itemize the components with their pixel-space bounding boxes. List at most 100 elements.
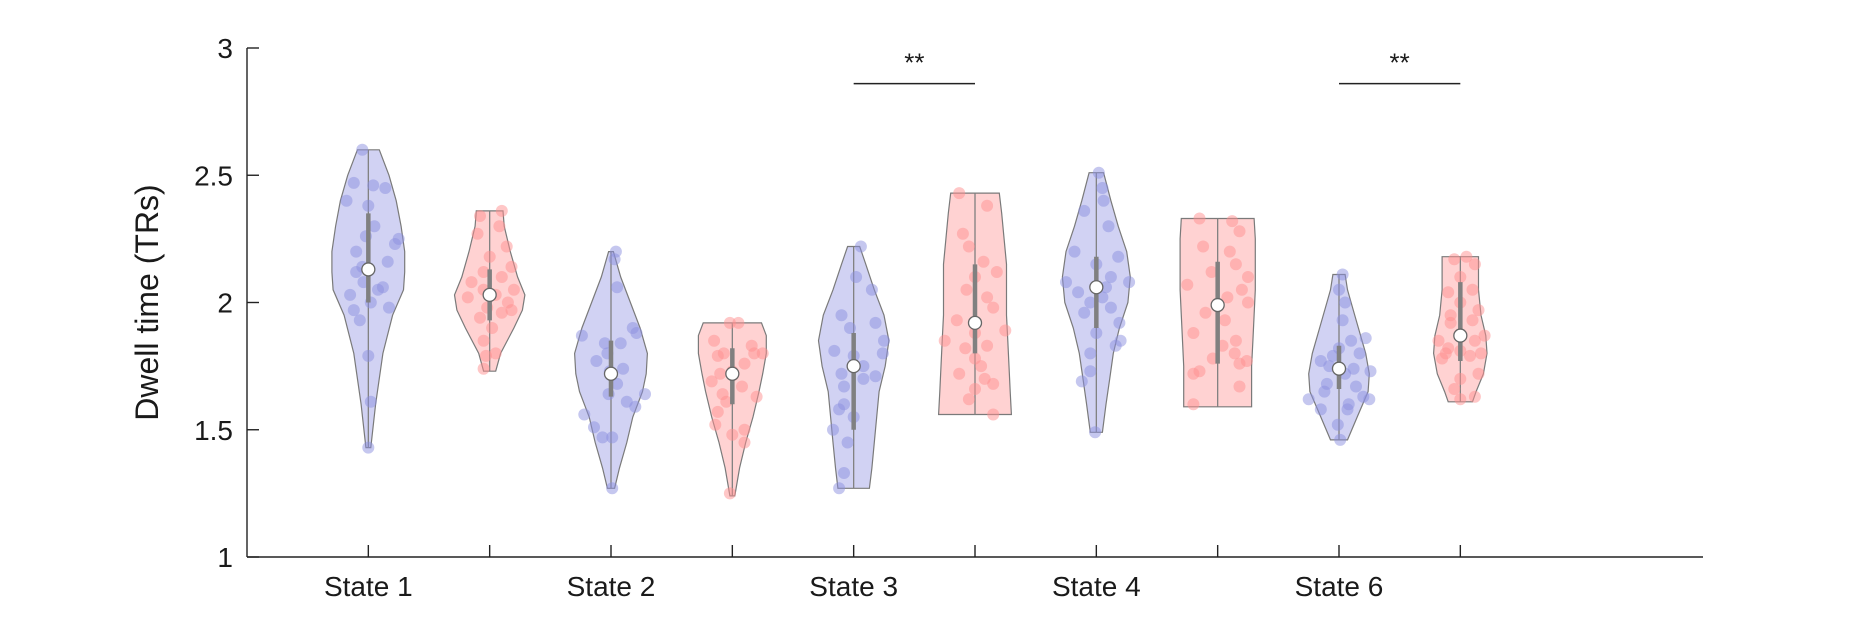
data-point [495,306,508,319]
y-axis-label: Dwell time (TRs) [129,184,165,420]
data-point [1314,403,1327,416]
significance-annotations: ** ** [853,48,1461,85]
data-point [1472,304,1485,317]
data-point [1359,332,1372,345]
data-point [723,487,736,500]
data-point [714,367,727,380]
data-point [756,347,769,360]
violin-10 [1432,250,1491,406]
data-point [959,342,972,355]
data-point [505,304,518,317]
data-point [362,349,375,362]
data-point [392,232,405,245]
data-point [1089,426,1102,439]
data-point [590,355,603,367]
data-point [465,276,478,289]
data-point [1229,334,1242,347]
data-point [1084,365,1097,378]
data-point [1432,334,1445,347]
data-point [1448,383,1461,395]
violin-6 [937,187,1013,421]
data-point [1242,271,1254,283]
data-point [344,288,357,301]
data-point [350,245,363,258]
data-point [483,250,496,263]
data-point [383,301,395,314]
data-point [1187,327,1200,339]
data-point [1478,329,1491,342]
median-marker [603,366,619,381]
data-point [981,291,994,304]
data-point [962,240,975,253]
data-point [1454,372,1467,385]
data-point [629,400,642,413]
data-point [1466,314,1479,327]
violin-2 [453,204,526,375]
data-point [493,220,506,233]
data-point [962,393,975,406]
x-tick-label: State 6 [1295,571,1384,602]
data-point [1468,334,1481,347]
data-point [1235,283,1248,296]
data-point [748,347,761,360]
data-point [1468,258,1481,271]
data-point [367,179,380,192]
data-point [1187,398,1200,411]
data-point [1090,327,1103,339]
data-point [1181,278,1194,291]
data-point [857,372,870,385]
violins [331,143,1491,500]
x-tick-label: State 1 [324,571,413,602]
data-point [1472,367,1485,380]
data-point [1197,240,1210,253]
data-point [639,388,651,401]
data-point [865,283,878,296]
data-point [1464,349,1476,362]
data-point [1221,291,1234,304]
data-point [841,436,854,449]
data-point [987,377,1000,390]
data-point [953,367,966,380]
data-point [379,182,392,194]
data-point [486,322,499,334]
data-point [1109,339,1122,352]
data-point [835,367,848,380]
data-point [1242,296,1254,309]
data-point [1336,314,1349,327]
violin-8 [1179,212,1256,411]
x-tick-label: State 4 [1052,571,1141,602]
data-point [1454,271,1467,283]
data-point [611,281,624,294]
median-marker [1331,361,1347,376]
data-point [1187,367,1200,380]
data-point [362,199,375,212]
data-point [630,327,643,339]
data-point [857,360,870,373]
data-point [1228,347,1241,360]
median-marker [1089,280,1104,295]
data-point [350,266,363,278]
data-point [1096,291,1109,304]
data-point [726,428,739,441]
data-point [969,383,981,395]
data-point [990,266,1003,278]
y-tick-label: 1 [217,542,233,573]
median-marker [482,287,497,303]
violin-3 [573,245,651,495]
data-point [474,311,486,324]
data-point [1444,316,1457,329]
data-point [507,283,520,296]
violin-5 [817,240,890,495]
data-point [1331,418,1344,431]
x-tick-label: State 3 [809,571,898,602]
x-tick-label: State 2 [567,571,656,602]
data-point [362,441,375,454]
data-point [1350,380,1362,393]
data-point [850,271,863,283]
data-point [1218,314,1231,327]
data-point [495,204,508,217]
y-tick-label: 2.5 [194,160,233,191]
data-point [1333,283,1345,296]
data-point [575,329,588,342]
y-tick-label: 2 [217,288,233,319]
